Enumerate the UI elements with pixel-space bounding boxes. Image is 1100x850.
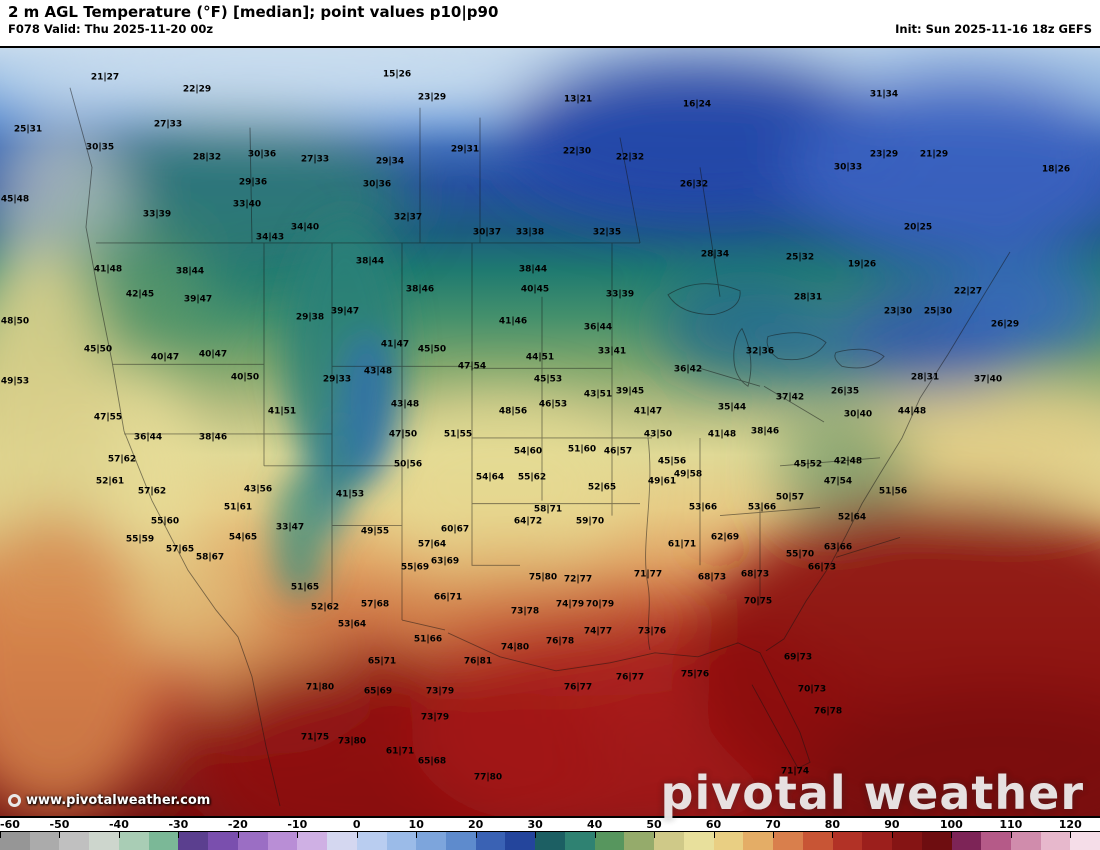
site-watermark: www.pivotalweather.com: [8, 793, 210, 808]
brand-watermark: pivotal weather: [660, 766, 1084, 820]
colorbar-segment: [29, 832, 60, 850]
colorbar-tick-mark: [0, 832, 1, 838]
colorbar-tick-label: -10: [287, 818, 308, 831]
colorbar-segment: [327, 832, 357, 850]
colorbar-segment: [951, 832, 982, 850]
colorbar-tick-mark: [356, 832, 358, 838]
map-title: 2 m AGL Temperature (°F) [median]; point…: [8, 3, 499, 21]
temperature-field-map: [0, 48, 1100, 816]
colorbar-segment: [802, 832, 833, 850]
colorbar-tick-label: 60: [705, 818, 722, 831]
colorbar-segment: [654, 832, 684, 850]
colorbar-tick-label: 100: [939, 818, 963, 831]
colorbar-tick-label: -40: [108, 818, 129, 831]
colorbar-tick-label: 110: [999, 818, 1023, 831]
colorbar-tick-mark: [237, 832, 239, 838]
colorbar-segment: [981, 832, 1011, 850]
colorbar-tick-label: 0: [352, 818, 361, 831]
colorbar-tick-label: -60: [0, 818, 20, 831]
colorbar-segment: [624, 832, 655, 850]
colorbar-tick-mark: [297, 832, 299, 838]
colorbar-segment: [743, 832, 774, 850]
colorbar-segment: [1010, 832, 1041, 850]
colorbar-segment: [208, 832, 238, 850]
colorbar-strip: [0, 831, 1100, 850]
colorbar-segment: [297, 832, 328, 850]
colorbar-segment: [892, 832, 922, 850]
colorbar-segment: [0, 832, 30, 850]
colorbar-segment: [713, 832, 744, 850]
temperature-blobs: [0, 48, 1100, 816]
colorbar-segment: [267, 832, 298, 850]
colorbar-tick-mark: [1070, 832, 1072, 838]
colorbar-segment: [59, 832, 90, 850]
colorbar-tick-mark: [891, 832, 893, 838]
colorbar-tick-label: 90: [884, 818, 900, 831]
colorbar-tick-mark: [1010, 832, 1012, 838]
colorbar-tick-label: -20: [227, 818, 248, 831]
init-time: Init: Sun 2025-11-16 18z GEFS: [895, 22, 1092, 36]
geographic-boundaries: [69, 87, 1011, 807]
colorbar-segment: [594, 832, 625, 850]
colorbar-segment: [1040, 832, 1071, 850]
colorbar-segment: [564, 832, 595, 850]
colorbar-tick-mark: [713, 832, 715, 838]
valid-time: F078 Valid: Thu 2025-11-20 00z: [8, 22, 214, 36]
colorbar-tick-mark: [178, 832, 180, 838]
colorbar-segment: [237, 832, 268, 850]
pivotalweather-logo-icon: [8, 794, 21, 807]
colorbar-segment: [446, 832, 476, 850]
colorbar-tick-label: 40: [586, 818, 603, 831]
site-url: www.pivotalweather.com: [26, 793, 211, 808]
colorbar-segment: [832, 832, 863, 850]
colorbar-segment: [386, 832, 417, 850]
colorbar-tick-mark: [654, 832, 656, 838]
colorbar-tick-mark: [475, 832, 477, 838]
colorbar-segment: [148, 832, 179, 850]
colorbar-segment: [921, 832, 952, 850]
colorbar-tick-mark: [59, 832, 61, 838]
colorbar-segment: [89, 832, 119, 850]
colorbar-segment: [505, 832, 536, 850]
colorbar-tick-label: 70: [765, 818, 781, 831]
map-area: [0, 46, 1100, 818]
colorbar-tick-mark: [772, 832, 774, 838]
colorbar-tick-mark: [832, 832, 834, 838]
rockies-cold-pockets: [272, 217, 405, 601]
colorbar-tick-label: -30: [168, 818, 189, 831]
colorbar-tick-mark: [951, 832, 953, 838]
colorbar-segment: [862, 832, 893, 850]
colorbar-segment: [1070, 832, 1100, 850]
colorbar-tick-label: 30: [527, 818, 543, 831]
colorbar-ticks: -60 -50 -40 -30 -20 -10 0 10 20 30 40 50 60 70 80 90 100…: [0, 818, 1100, 831]
colorbar-segment: [475, 832, 506, 850]
colorbar-segment: [118, 832, 149, 850]
colorbar-tick-mark: [594, 832, 596, 838]
colorbar-tick-label: 120: [1058, 818, 1082, 831]
colorbar-segment: [535, 832, 565, 850]
colorbar-tick-label: 20: [468, 818, 484, 831]
colorbar-tick-mark: [118, 832, 120, 838]
colorbar: -60 -50 -40 -30 -20 -10 0 10 20 30 40 50 60 70 80 90 100…: [0, 818, 1100, 850]
colorbar-tick-label: 80: [824, 818, 841, 831]
colorbar-tick-mark: [535, 832, 537, 838]
colorbar-segment: [683, 832, 714, 850]
colorbar-tick-label: 10: [408, 818, 424, 831]
colorbar-segment: [356, 832, 387, 850]
colorbar-tick-label: -50: [49, 818, 70, 831]
colorbar-segment: [178, 832, 209, 850]
colorbar-segment: [773, 832, 803, 850]
map-header: 2 m AGL Temperature (°F) [median]; point…: [0, 0, 1100, 46]
colorbar-tick-label: 50: [646, 818, 662, 831]
colorbar-tick-mark: [416, 832, 418, 838]
colorbar-segment: [416, 832, 447, 850]
